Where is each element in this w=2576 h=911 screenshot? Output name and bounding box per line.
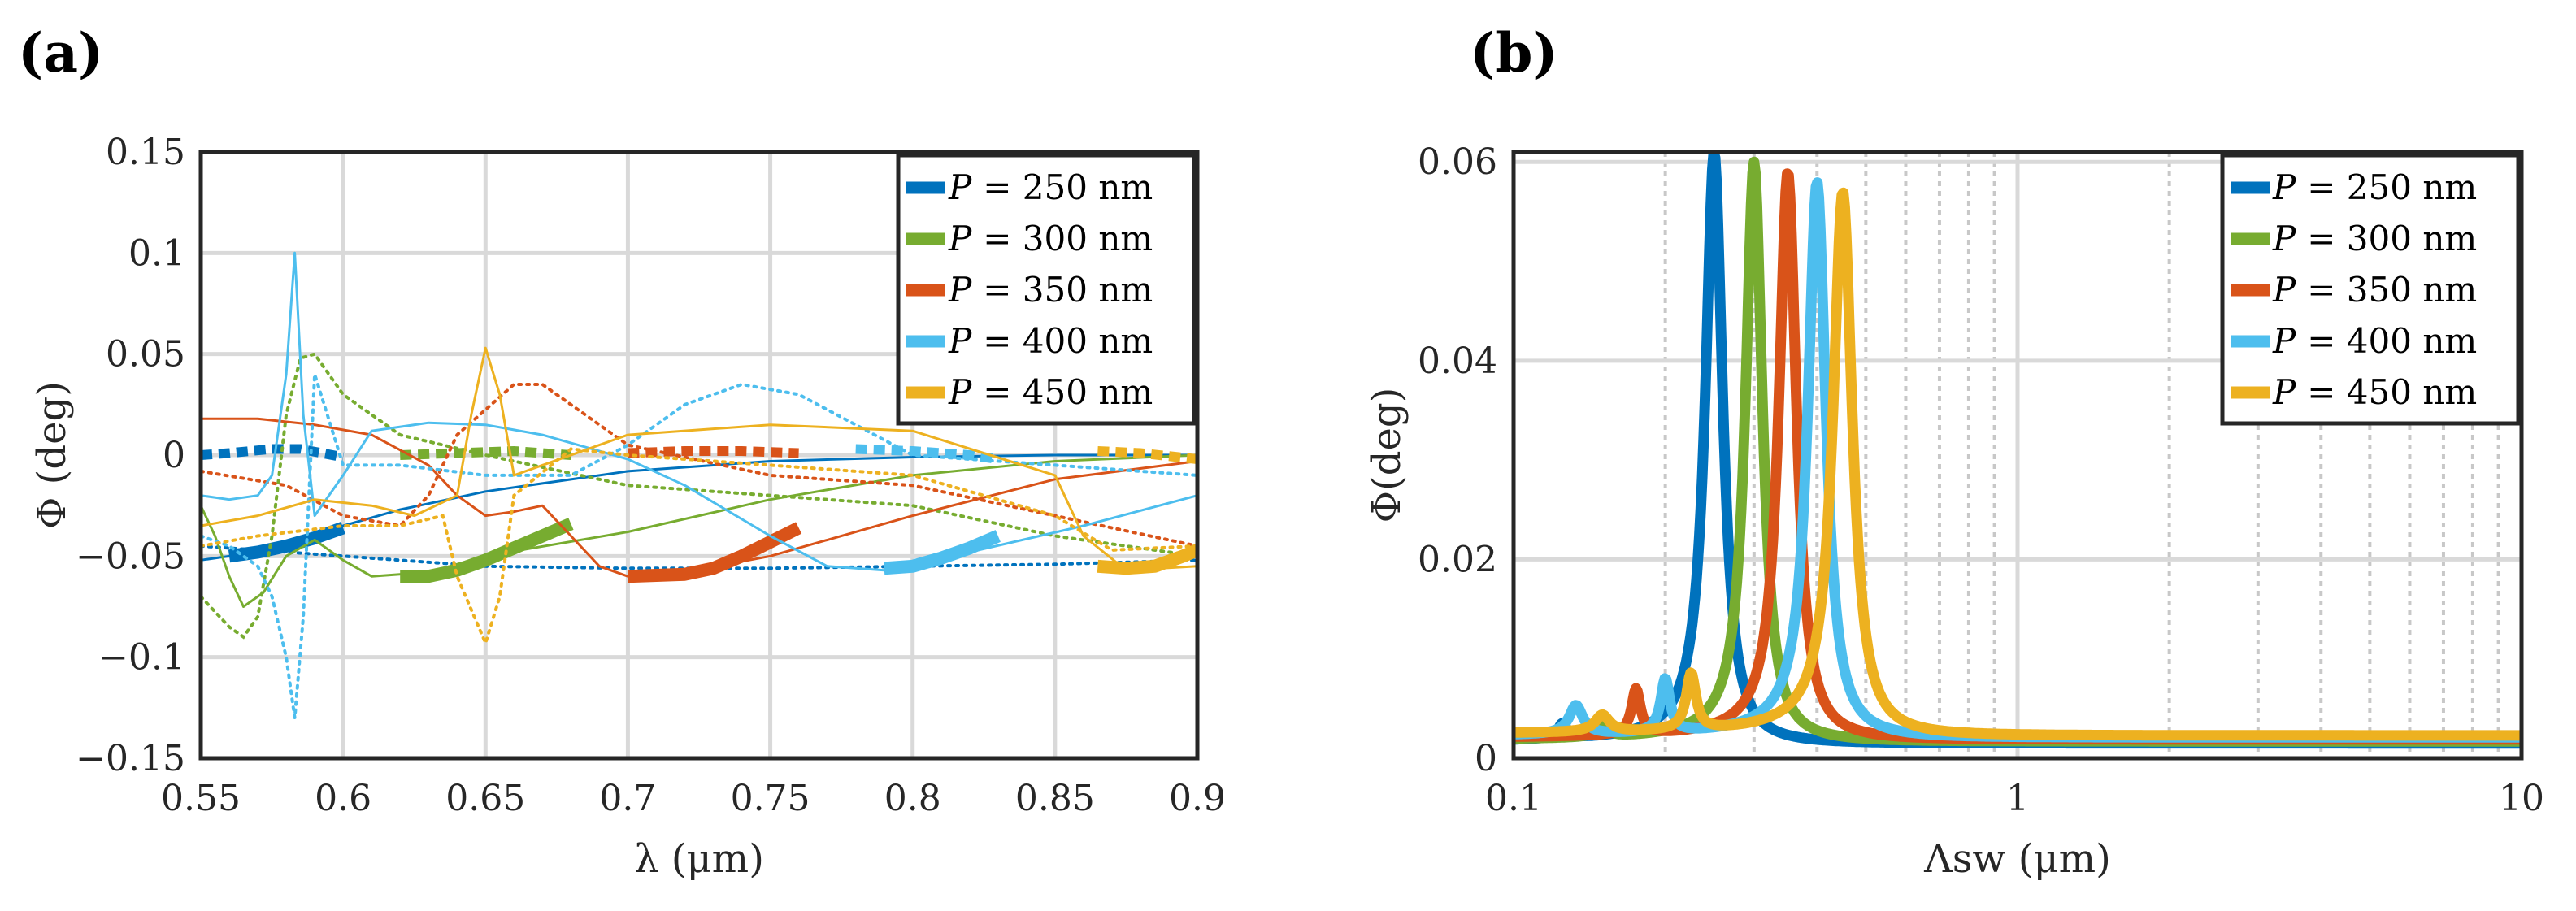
- panel-a-dashed-segment-p-400-nm: [855, 444, 999, 464]
- panel-a-ytick-label: −0.15: [76, 738, 185, 779]
- legend-variable: P: [948, 219, 972, 258]
- panel-a-thick-segment-p-400-nm: [884, 530, 1001, 575]
- panel-a-xtick-label: 0.85: [1015, 778, 1095, 819]
- legend-value: = 450 nm: [983, 372, 1153, 412]
- legend-box: [896, 153, 1197, 426]
- panel-b-legend: P = 250 nm P = 300 nm P = 350 nm P = 400 nm P = 4…: [2220, 153, 2521, 426]
- panel-a-dashed-segment-p-450-nm: [1097, 446, 1197, 464]
- legend-value: = 350 nm: [2307, 270, 2477, 310]
- panel-a-axes-box: [198, 150, 1200, 761]
- legend-variable: P: [948, 372, 972, 412]
- panel-b-ytick-label: 0.06: [1418, 141, 1497, 183]
- panel-b-label: (b): [1470, 21, 1558, 85]
- legend-label-p-400-nm: P = 400 nm: [2272, 321, 2477, 361]
- legend-value: = 250 nm: [2307, 167, 2477, 207]
- panel-b-curve-p-450-nm: [1514, 187, 2522, 741]
- panel-b-ytick-label: 0: [1475, 738, 1497, 779]
- panel-a-dotted-line-p-400-nm: [201, 373, 1197, 718]
- panel-b-ytick-label: 0.02: [1418, 539, 1497, 580]
- legend-variable: P: [2272, 167, 2296, 207]
- legend-variable: P: [2272, 321, 2296, 361]
- panel-a-dotted-line-p-250-nm: [201, 544, 1197, 570]
- panel-b-ytick-label: 0.04: [1418, 341, 1497, 382]
- panel-a-ytick-label: 0.1: [128, 232, 185, 274]
- panel-b-xlabel: Λsw (μm): [1923, 836, 2111, 882]
- legend-box: [2220, 153, 2521, 426]
- panel-a-ylabel: Φ (deg): [29, 381, 75, 529]
- legend-value: = 350 nm: [983, 270, 1153, 310]
- panel-a-thin-line-p-400-nm: [201, 251, 1197, 572]
- legend-variable: P: [2272, 270, 2296, 310]
- legend-variable: P: [948, 167, 972, 207]
- panel-a-xtick-label: 0.65: [445, 778, 525, 819]
- legend-label-p-450-nm: P = 450 nm: [948, 372, 1153, 412]
- panel-a-thick-segment-p-250-nm: [228, 521, 345, 563]
- panel-a-dashed-segment-p-350-nm: [628, 446, 799, 458]
- panel-b-xtick-label: 1: [2006, 778, 2029, 819]
- legend-label-p-300-nm: P = 300 nm: [948, 219, 1153, 258]
- legend-value: = 300 nm: [983, 219, 1153, 258]
- legend-label-p-300-nm: P = 300 nm: [2272, 219, 2477, 258]
- legend-variable: P: [948, 321, 972, 361]
- panel-b-axes-box: [1511, 150, 2524, 761]
- panel-a-xtick-label: 0.9: [1169, 778, 1226, 819]
- panel-a-legend: P = 250 nm P = 300 nm P = 350 nm P = 400 nm P = 4…: [896, 153, 1197, 426]
- panel-b-lines: [1514, 152, 2522, 749]
- panel-a-ytick-label: 0: [163, 435, 185, 476]
- legend-value: = 400 nm: [2307, 321, 2477, 361]
- panel-b-ticks: 0.1 1 10 0 0.02 0.04 0.06: [1418, 141, 2544, 819]
- panel-a: (a) 0.55 0.6 0.65 0.7 0.75 0.8 0.85 0.9 −0.15 −0.…: [18, 21, 1226, 882]
- panel-a-lines: [201, 251, 1197, 718]
- legend-label-p-250-nm: P = 250 nm: [2272, 167, 2477, 207]
- legend-value: = 400 nm: [983, 321, 1153, 361]
- panel-a-thick-segment-p-300-nm: [400, 518, 574, 583]
- legend-label-p-350-nm: P = 350 nm: [2272, 270, 2477, 310]
- panel-a-ytick-label: −0.05: [76, 536, 185, 577]
- panel-a-xtick-label: 0.7: [599, 778, 656, 819]
- panel-a-ticks: 0.55 0.6 0.65 0.7 0.75 0.8 0.85 0.9 −0.15 −0.1 −0.…: [76, 132, 1226, 819]
- panel-b-xtick-label: 10: [2499, 778, 2544, 819]
- panel-a-ytick-label: 0.15: [106, 132, 185, 173]
- panel-b-ylabel: Φ(deg): [1364, 388, 1410, 523]
- panel-b-xtick-label: 0.1: [1485, 778, 1542, 819]
- panel-a-ytick-label: 0.05: [106, 334, 185, 375]
- legend-label-p-450-nm: P = 450 nm: [2272, 372, 2477, 412]
- panel-a-thin-line-p-450-nm: [201, 346, 1197, 572]
- panel-a-dashed-segment-p-250-nm: [201, 444, 345, 462]
- panel-a-thin-line-p-300-nm: [201, 453, 1197, 608]
- legend-label-p-350-nm: P = 350 nm: [948, 270, 1153, 310]
- panel-a-ytick-label: −0.1: [98, 637, 185, 679]
- legend-value: = 450 nm: [2307, 372, 2477, 412]
- panel-a-label: (a): [18, 21, 103, 85]
- legend-variable: P: [2272, 219, 2296, 258]
- panel-a-xtick-label: 0.55: [161, 778, 241, 819]
- legend-label-p-400-nm: P = 400 nm: [948, 321, 1153, 361]
- panel-a-dotted-line-p-300-nm: [201, 352, 1197, 640]
- panel-a-dotted-line-p-450-nm: [201, 447, 1197, 649]
- legend-variable: P: [2272, 372, 2296, 412]
- panel-a-xtick-label: 0.8: [884, 778, 941, 819]
- panel-a-xtick-label: 0.75: [731, 778, 810, 819]
- panel-a-xlabel: λ (μm): [634, 836, 764, 882]
- panel-a-thin-line-p-350-nm: [201, 417, 1197, 578]
- panel-a-dashed-segment-p-300-nm: [399, 445, 571, 460]
- legend-value: = 300 nm: [2307, 219, 2477, 258]
- panel-a-thick-segment-p-450-nm: [1097, 544, 1197, 575]
- legend-variable: P: [948, 270, 972, 310]
- legend-label-p-250-nm: P = 250 nm: [948, 167, 1153, 207]
- panel-a-dotted-line-p-350-nm: [201, 383, 1197, 548]
- panel-a-xtick-label: 0.6: [315, 778, 371, 819]
- legend-value: = 250 nm: [983, 167, 1153, 207]
